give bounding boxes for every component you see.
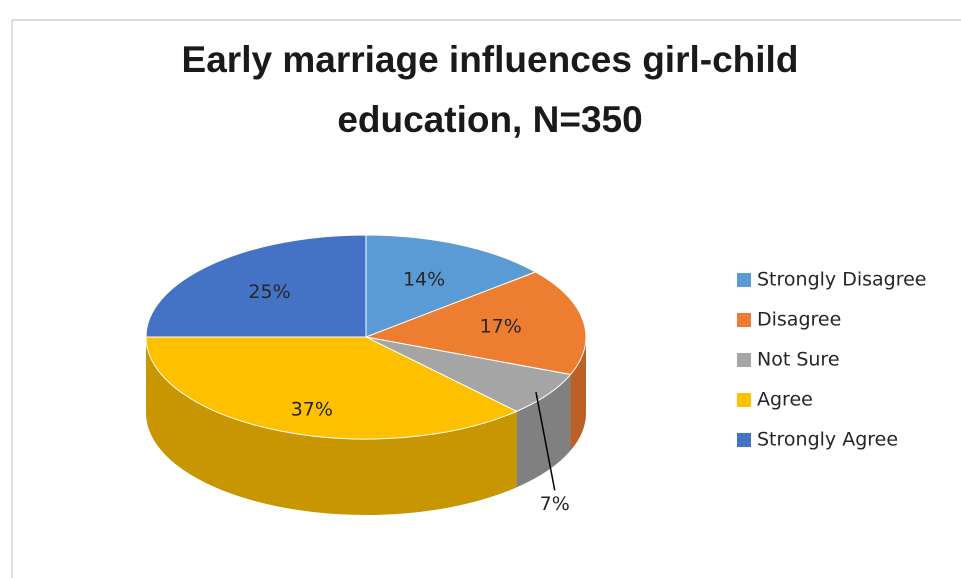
pie-side-shade — [570, 337, 586, 451]
pie-side — [146, 337, 517, 515]
pie-side-shade — [146, 337, 517, 515]
legend-label: Not Sure — [757, 349, 840, 371]
legend-swatch — [737, 273, 751, 287]
chart-title: Early marriage influences girl-child edu… — [181, 39, 799, 140]
pie-side — [570, 337, 586, 451]
legend-label: Strongly Agree — [757, 429, 898, 451]
legend-swatch — [737, 393, 751, 407]
data-label: 25% — [248, 281, 290, 303]
legend-swatch — [737, 313, 751, 327]
legend-label: Agree — [757, 389, 813, 411]
pie-slice — [145, 234, 367, 338]
data-label: 14% — [403, 268, 445, 290]
legend-label: Disagree — [757, 309, 841, 331]
legend-swatch — [737, 433, 751, 447]
data-label: 7% — [540, 493, 570, 515]
pie-slice — [364, 271, 587, 376]
data-label: 37% — [291, 399, 333, 421]
leader-line — [535, 391, 556, 491]
pie-slice — [145, 336, 518, 440]
legend-label: Strongly Disagree — [757, 269, 926, 291]
legend-swatch — [737, 353, 751, 367]
data-label: 17% — [480, 316, 522, 338]
pie-slice — [365, 234, 537, 338]
